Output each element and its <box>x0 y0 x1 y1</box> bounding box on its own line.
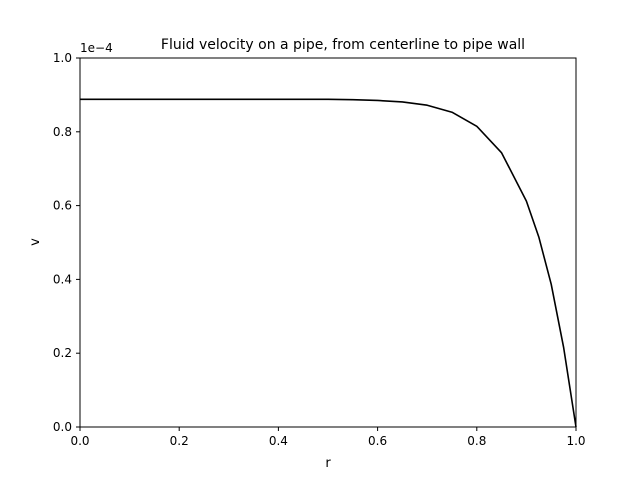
y-axis-label: v <box>28 238 43 246</box>
plot-frame <box>79 57 577 428</box>
y-tick-label: 0.0 <box>53 420 72 434</box>
series-line <box>80 98 577 428</box>
x-tick-label: 0.2 <box>170 434 189 448</box>
y-tick-label: 1.0 <box>53 51 72 65</box>
x-tick-label: 0.8 <box>467 434 486 448</box>
y-tick-label: 0.4 <box>53 272 72 286</box>
x-tick-label: 0.6 <box>368 434 387 448</box>
plot-area <box>80 58 576 427</box>
x-tick-label: 0.0 <box>70 434 89 448</box>
chart-title: Fluid velocity on a pipe, from centerlin… <box>161 37 525 53</box>
y-tick-label: 0.6 <box>53 199 72 213</box>
x-tick-label: 1.0 <box>566 434 585 448</box>
x-axis-label: r <box>325 456 331 471</box>
y-tick-label: 0.2 <box>53 346 72 360</box>
x-tick-label: 0.4 <box>269 434 288 448</box>
y-tick-label: 0.8 <box>53 125 72 139</box>
y-scale-label: 1e−4 <box>80 41 113 55</box>
